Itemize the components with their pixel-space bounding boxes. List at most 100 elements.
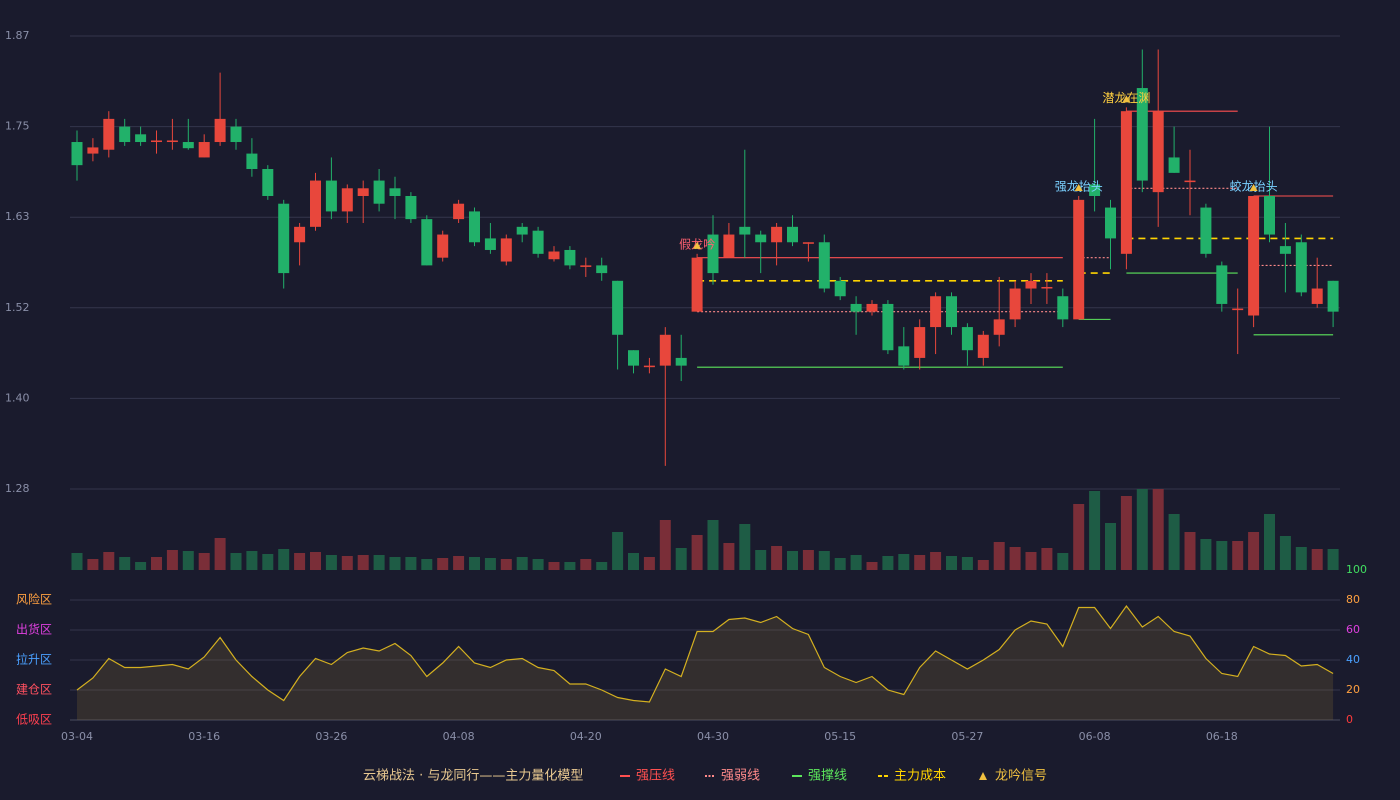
candle-body <box>1136 88 1148 181</box>
volume-bar <box>516 557 528 570</box>
y-tick-label: 20 <box>1346 683 1360 696</box>
volume-bar <box>628 553 639 570</box>
candle-body <box>389 188 401 196</box>
x-tick-label: 06-08 <box>1079 730 1111 743</box>
volume-bar <box>1105 523 1116 570</box>
volume-bar <box>1232 541 1244 570</box>
candle-body <box>628 350 639 366</box>
candle-body <box>166 140 178 143</box>
signal-marker <box>1122 95 1131 103</box>
candle-body <box>977 334 989 358</box>
candle-body <box>643 365 655 368</box>
volume-bar <box>182 551 194 570</box>
legend-label: 强压线 <box>636 769 675 784</box>
candle-body <box>198 142 210 158</box>
candle-body <box>993 319 1005 335</box>
volume-bar <box>1073 504 1085 570</box>
y-tick-label: 60 <box>1346 623 1360 636</box>
volume-bar <box>198 553 210 570</box>
y-tick-label: 0 <box>1346 713 1353 726</box>
candle-body <box>453 203 465 220</box>
volume-bar <box>341 556 353 570</box>
signal-marker <box>1249 183 1258 191</box>
volume-bar <box>310 552 321 570</box>
y-tick-label: 1.52 <box>5 301 30 314</box>
volume-bar <box>643 557 655 570</box>
volume-bar <box>357 555 369 570</box>
candle-body <box>1184 180 1196 183</box>
candle-body <box>1120 111 1132 254</box>
candle-body <box>421 219 433 266</box>
legend-swatch <box>979 772 987 780</box>
candle-body <box>500 238 512 262</box>
volume-bar <box>850 555 862 570</box>
candle-body <box>246 153 258 170</box>
volume-bar <box>659 520 671 570</box>
candle-body <box>914 327 926 358</box>
candle-body <box>1216 265 1228 304</box>
oscillator-line <box>76 604 1334 703</box>
candle-body <box>1279 246 1291 254</box>
volume-bar <box>961 557 973 570</box>
candle-body <box>834 280 846 297</box>
x-tick-label: 04-30 <box>697 730 729 743</box>
candle-body <box>755 234 767 243</box>
volume-bar <box>119 557 131 570</box>
candle-body <box>1168 157 1180 173</box>
candle-body <box>675 357 687 366</box>
volume-bar <box>151 557 162 570</box>
volume-bar <box>1327 549 1339 570</box>
volume-bar <box>993 542 1005 570</box>
y-tick-label: 1.28 <box>5 482 30 495</box>
oscillator-area <box>77 606 1334 720</box>
candle-body <box>930 296 942 328</box>
signal-marker <box>693 241 702 249</box>
volume-bar <box>564 562 576 570</box>
volume-bar <box>802 550 814 570</box>
volume-bar <box>325 555 337 570</box>
volume-bar <box>787 551 798 570</box>
volume-bar <box>771 546 783 570</box>
volume-bar <box>548 562 560 570</box>
volume-bar <box>469 557 480 570</box>
candle-body <box>325 180 337 212</box>
volume-bar <box>230 553 242 570</box>
candle-body <box>341 188 353 212</box>
candle-body <box>278 203 290 274</box>
candle-body <box>691 257 703 312</box>
volume-bar <box>1057 553 1069 570</box>
volume-bar <box>278 549 290 570</box>
candle-body <box>310 180 321 227</box>
volume-bar <box>596 562 608 570</box>
candle-body <box>580 265 592 267</box>
volume-bar <box>946 556 957 570</box>
zone-label: 出货区 <box>16 622 52 637</box>
volume-bar <box>1089 491 1101 570</box>
candle-body <box>1152 111 1164 193</box>
volume-bar <box>1025 552 1037 570</box>
volume-bar <box>484 558 496 570</box>
legend-label: 强撑线 <box>808 769 847 784</box>
volume-bar <box>739 524 751 570</box>
candle-body <box>71 142 83 166</box>
y-tick-label: 40 <box>1346 653 1360 666</box>
candle-body <box>707 234 719 274</box>
candle-body <box>1295 242 1307 293</box>
candle-body <box>659 334 671 366</box>
candle-body <box>1089 184 1101 196</box>
volume-bar <box>1009 547 1021 570</box>
volume-bar <box>723 543 735 570</box>
candle-body <box>87 147 99 154</box>
volume-bar <box>87 559 99 570</box>
candle-body <box>294 226 306 243</box>
volume-bar <box>262 554 274 570</box>
volume-bar <box>1311 549 1323 570</box>
candle-body <box>135 134 147 143</box>
volume-bar <box>1152 489 1164 570</box>
candle-body <box>548 251 560 260</box>
volume-bar <box>1264 514 1275 570</box>
volume-bar <box>437 558 449 570</box>
legend-label: 强弱线 <box>721 769 760 784</box>
candle-body <box>357 188 369 196</box>
